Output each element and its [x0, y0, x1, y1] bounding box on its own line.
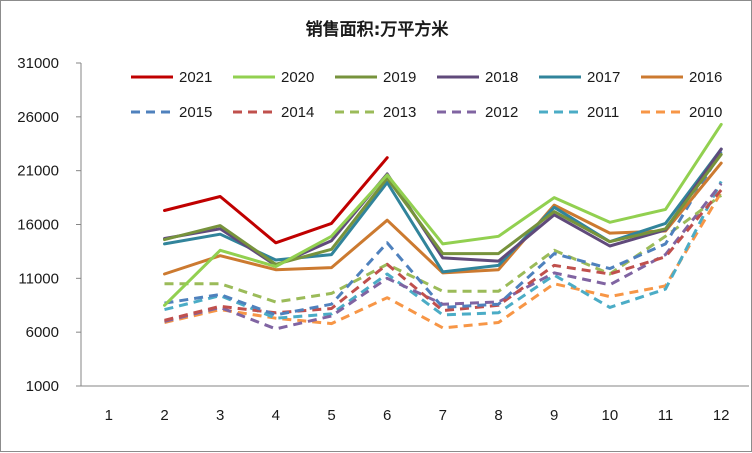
legend-label-2010: 2010 — [689, 104, 722, 121]
legend-label-2021: 2021 — [179, 69, 212, 86]
series-line-2020 — [163, 122, 723, 307]
x-tick-label: 7 — [439, 407, 447, 424]
series-line-2021 — [163, 156, 389, 245]
y-tick-label: 1000 — [26, 378, 59, 395]
x-tick-label: 1 — [105, 407, 113, 424]
legend-label-2013: 2013 — [383, 104, 416, 121]
x-tick-label: 3 — [216, 407, 224, 424]
y-tick-label: 11000 — [18, 270, 59, 287]
series-line-2018 — [163, 147, 723, 267]
legend-label-2020: 2020 — [281, 69, 314, 86]
series-line-2012 — [164, 182, 723, 331]
y-tick-label: 26000 — [17, 109, 59, 126]
x-tick-label: 8 — [494, 407, 502, 424]
x-tick-label: 5 — [327, 407, 335, 424]
legend: 2021 2020 2019 2018 2017 2016 2015 2014 2013 2012… — [131, 69, 722, 121]
series-line-2014 — [164, 189, 723, 322]
legend-label-2017: 2017 — [587, 69, 620, 86]
x-tick-label: 12 — [713, 407, 730, 424]
legend-label-2011: 2011 — [587, 104, 619, 121]
legend-label-2019: 2019 — [383, 69, 416, 86]
legend-label-2014: 2014 — [281, 104, 314, 121]
x-tick-label: 10 — [601, 407, 618, 424]
y-tick-label: 16000 — [17, 217, 59, 234]
y-tick-label: 21000 — [17, 163, 59, 180]
series-lines — [163, 122, 723, 331]
x-tick-label: 11 — [658, 407, 674, 424]
x-tick-label: 4 — [272, 407, 280, 424]
legend-label-2015: 2015 — [179, 104, 212, 121]
y-tick-label: 6000 — [26, 324, 59, 341]
legend-label-2016: 2016 — [689, 69, 722, 86]
legend-label-2012: 2012 — [485, 104, 518, 121]
legend-label-2018: 2018 — [485, 69, 518, 86]
series-line-2011 — [164, 180, 723, 320]
x-tick-label: 6 — [383, 407, 391, 424]
y-tick-label: 31000 — [17, 55, 59, 72]
series-line-2015 — [164, 150, 723, 317]
chart-title: 销售面积:万平方米 — [306, 19, 450, 40]
series-line-2010 — [164, 191, 723, 330]
x-tick-label: 9 — [550, 407, 558, 424]
series-line-2019 — [163, 153, 723, 266]
x-tick-label: 2 — [160, 407, 168, 424]
